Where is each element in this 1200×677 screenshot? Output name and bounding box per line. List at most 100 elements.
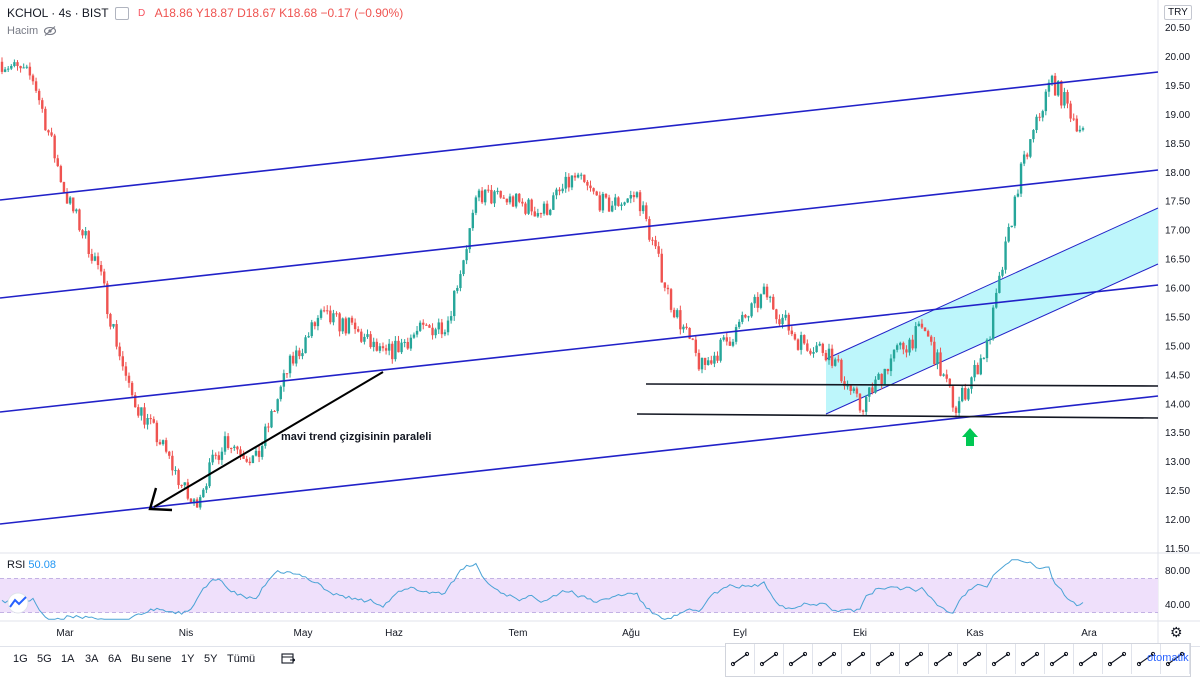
- timeframe-6a[interactable]: 6A: [108, 653, 122, 665]
- candle-body: [1007, 227, 1010, 242]
- timeframe-1a[interactable]: 1A: [61, 653, 75, 665]
- annotation-arrow-line: [153, 371, 384, 508]
- candle-body: [713, 355, 716, 364]
- candle-body: [425, 324, 428, 326]
- candle-body: [775, 309, 778, 320]
- candle-body: [133, 395, 137, 408]
- candle-body: [790, 330, 794, 335]
- candle-body: [985, 339, 989, 359]
- gear-icon[interactable]: ⚙: [1170, 624, 1183, 640]
- candle-body: [762, 286, 766, 295]
- timeframe-1g[interactable]: 1G: [13, 653, 28, 665]
- candle-body: [991, 307, 995, 340]
- candle-body: [391, 343, 394, 360]
- candle-body: [477, 190, 481, 198]
- candle-body: [756, 296, 759, 308]
- candle-body: [106, 283, 109, 315]
- candle-body: [103, 271, 106, 284]
- candle-body: [326, 310, 329, 312]
- candle-body: [217, 455, 221, 460]
- candle-body: [982, 358, 986, 360]
- candle-body: [533, 211, 536, 217]
- green-up-arrow-icon: [962, 428, 978, 446]
- timeframe-5y[interactable]: 5Y: [204, 653, 218, 665]
- candle-body: [818, 343, 821, 346]
- flat-top-bottom-icon[interactable]: [958, 644, 987, 674]
- price-range-icon[interactable]: [1074, 644, 1103, 674]
- candle-body: [1066, 92, 1069, 104]
- currency-badge[interactable]: TRY: [1164, 5, 1192, 20]
- candle-body: [146, 418, 149, 425]
- fib-retracement-icon[interactable]: [1161, 644, 1190, 674]
- extended-line-icon[interactable]: [813, 644, 842, 674]
- timeframe-bu-sene[interactable]: Bu sene: [131, 653, 172, 665]
- timeframe-3a[interactable]: 3A: [85, 653, 99, 665]
- candle-body: [403, 341, 406, 343]
- candle-body: [641, 205, 645, 212]
- candle-body: [0, 61, 4, 72]
- angle-line-icon[interactable]: [871, 644, 900, 674]
- timeframe-5g[interactable]: 5G: [37, 653, 52, 665]
- candle-body: [1044, 91, 1048, 112]
- candle-body: [459, 274, 462, 288]
- candle-body: [936, 352, 939, 365]
- candle-body: [174, 470, 177, 472]
- candle-body: [480, 190, 484, 203]
- x-tick-label: May: [294, 628, 313, 639]
- candle-body: [914, 326, 917, 349]
- flag-badge: D: [137, 7, 146, 19]
- y-tick-label: 14.00: [1165, 399, 1190, 410]
- candle-body: [149, 418, 152, 420]
- candle-body: [99, 265, 103, 272]
- volume-legend[interactable]: Hacim: [7, 25, 57, 37]
- candle-body: [753, 296, 756, 304]
- eye-off-icon[interactable]: [43, 26, 57, 36]
- candle-body: [1047, 82, 1051, 92]
- ray-icon[interactable]: [784, 644, 813, 674]
- checkbox-icon[interactable]: [114, 6, 129, 20]
- candle-body: [601, 193, 605, 211]
- disjoint-channel-icon[interactable]: [987, 644, 1016, 674]
- timeframe-1y[interactable]: 1Y: [181, 653, 195, 665]
- candle-body: [598, 195, 602, 211]
- candle-body: [645, 205, 648, 219]
- candle-body: [892, 349, 896, 359]
- candle-body: [1053, 75, 1057, 96]
- xabcd-pattern-icon[interactable]: [1132, 644, 1161, 674]
- parallel-channel-icon[interactable]: [900, 644, 929, 674]
- candle-body: [202, 489, 205, 498]
- candle-body: [1019, 163, 1023, 194]
- candle-body: [397, 340, 400, 353]
- candle-body: [87, 231, 90, 254]
- candle-body: [226, 436, 230, 448]
- candle-body: [586, 181, 589, 186]
- candle-body: [1057, 81, 1060, 96]
- regression-trend-icon[interactable]: [929, 644, 958, 674]
- candle-body: [1038, 116, 1041, 118]
- candle-body: [366, 334, 369, 337]
- pitchfork-icon[interactable]: [1016, 644, 1045, 674]
- candle-body: [617, 197, 620, 206]
- auto-scale-button[interactable]: otomatik: [1147, 652, 1189, 664]
- candle-body: [124, 366, 128, 376]
- candle-body: [954, 407, 958, 413]
- candle-body: [728, 341, 732, 346]
- info-line-icon[interactable]: [842, 644, 871, 674]
- symbol-label[interactable]: KCHOL · 4s · BIST: [7, 6, 109, 20]
- trend-line-icon[interactable]: [726, 644, 755, 674]
- calendar-range-icon[interactable]: [281, 652, 295, 665]
- chart-area[interactable]: 20.50 20.00 19.50 19.00 18.50 18.00 17.50 17.00…: [0, 0, 1200, 646]
- drawing-toolbox: [725, 643, 1191, 677]
- timeframe-tumu[interactable]: Tümü: [227, 653, 256, 665]
- date-price-range-icon[interactable]: [1103, 644, 1132, 674]
- rsi-legend[interactable]: RSI 50.08: [7, 559, 56, 571]
- candle-body: [685, 326, 688, 329]
- candle-body: [453, 290, 456, 317]
- candle-body: [806, 343, 809, 351]
- candle-body: [539, 213, 543, 215]
- candle-body: [573, 175, 577, 178]
- candle-body: [180, 485, 183, 487]
- date-range-icon[interactable]: [1045, 644, 1074, 674]
- horizontal-line-icon[interactable]: [755, 644, 784, 674]
- candle-body: [245, 458, 248, 462]
